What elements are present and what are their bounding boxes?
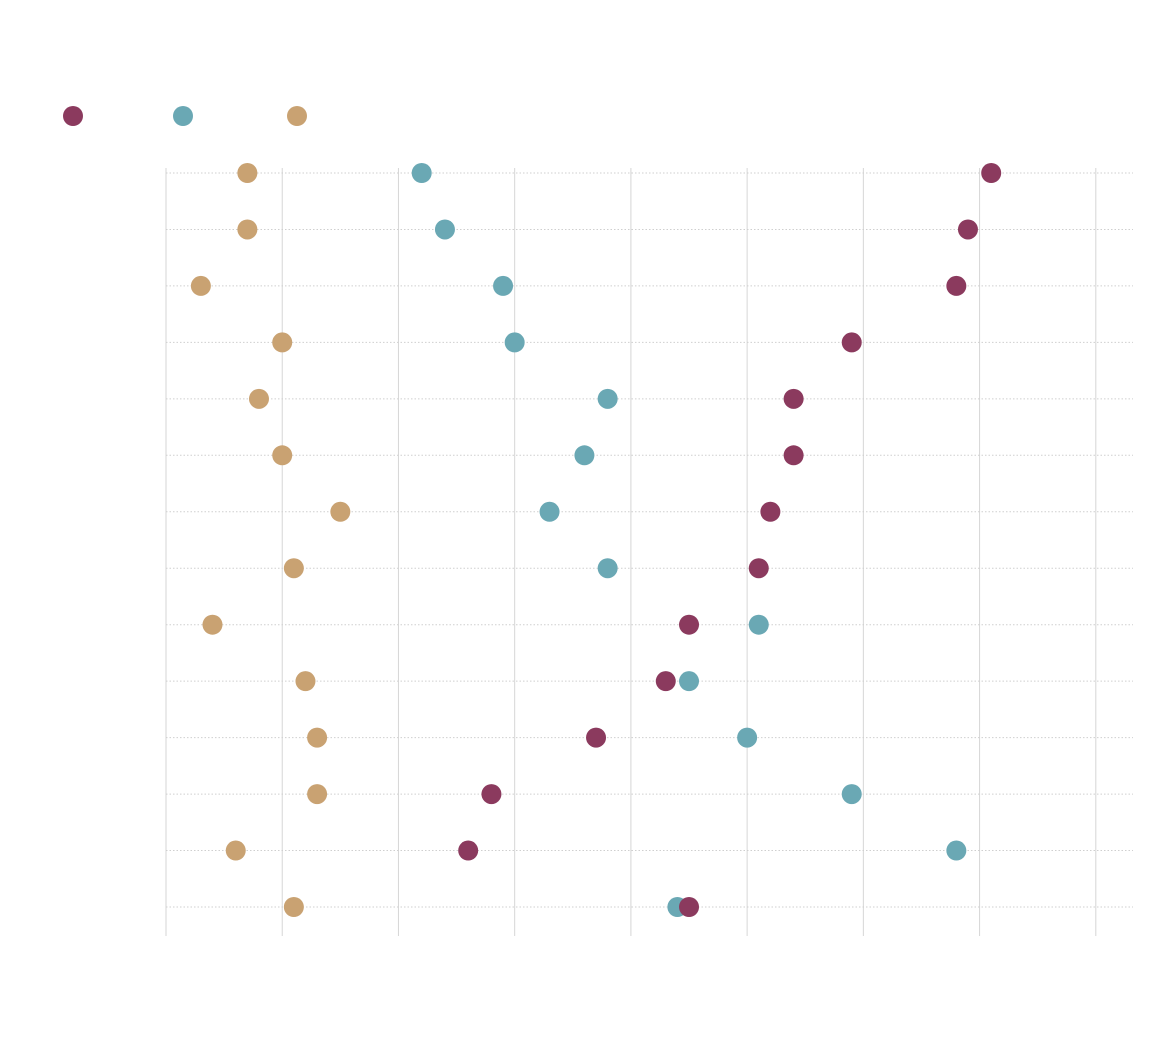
- legend-marker: [173, 106, 193, 126]
- dot: [307, 784, 328, 805]
- dot: [283, 897, 304, 917]
- dot: [481, 784, 502, 805]
- dot: [957, 219, 978, 240]
- dot: [202, 614, 223, 635]
- dot: [679, 897, 700, 917]
- dot: [330, 501, 351, 522]
- dot: [283, 558, 304, 579]
- dot: [841, 784, 862, 805]
- dot: [307, 727, 328, 748]
- dot: [597, 388, 618, 409]
- dot: [237, 219, 258, 240]
- dot: [748, 558, 769, 579]
- dot: [597, 558, 618, 579]
- dot: [737, 727, 758, 748]
- dot: [981, 163, 1002, 183]
- dot: [272, 445, 293, 466]
- dot: [458, 840, 479, 861]
- dot: [841, 332, 862, 353]
- dot: [946, 840, 967, 861]
- dot: [783, 445, 804, 466]
- dot: [493, 275, 514, 296]
- dot: [783, 388, 804, 409]
- dot: [295, 671, 316, 692]
- dot: [748, 614, 769, 635]
- dot: [248, 388, 269, 409]
- dot: [225, 840, 246, 861]
- legend-marker: [287, 106, 307, 126]
- dot: [504, 332, 525, 353]
- dot: [574, 445, 595, 466]
- dot: [946, 275, 967, 296]
- legend-marker: [63, 106, 83, 126]
- dot: [272, 332, 293, 353]
- dot: [760, 501, 781, 522]
- dot: [237, 163, 258, 183]
- dot: [434, 219, 455, 240]
- dot: [190, 275, 211, 296]
- dot: [539, 501, 560, 522]
- dot: [679, 614, 700, 635]
- dot: [586, 727, 607, 748]
- dot: [679, 671, 700, 692]
- dot: [655, 671, 676, 692]
- dot: [411, 163, 432, 183]
